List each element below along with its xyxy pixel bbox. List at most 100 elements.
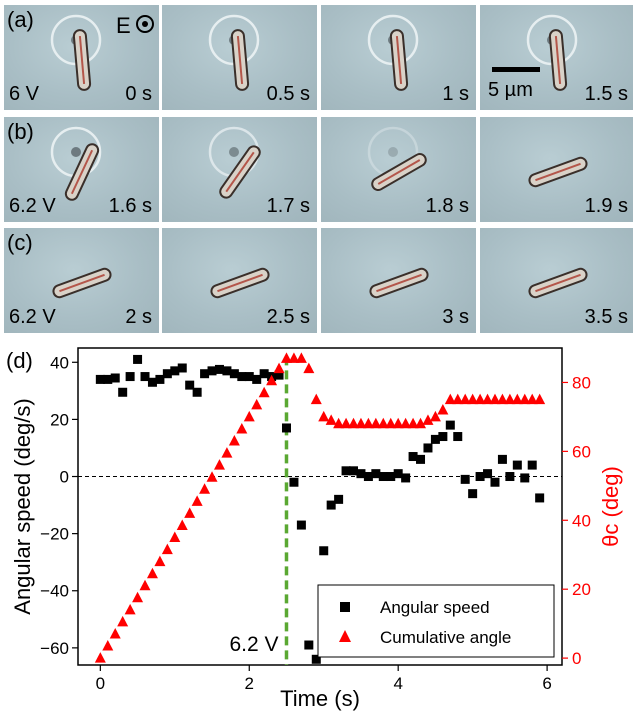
micrograph-tile: 2 s (c) 6.2 V	[4, 228, 159, 333]
angular-speed-point	[214, 364, 224, 374]
angular-speed-point	[200, 369, 210, 379]
cumulative-angle-point	[519, 393, 531, 405]
angular-speed-point	[505, 472, 515, 482]
angular-speed-point	[162, 369, 172, 379]
cumulative-angle-point	[348, 417, 360, 429]
angular-speed-point	[512, 460, 522, 470]
angular-speed-point	[311, 654, 321, 664]
angular-speed-point	[207, 366, 217, 376]
time-label: 1 s	[442, 83, 469, 105]
time-label: 1.7 s	[266, 195, 310, 217]
time-label: 3.5 s	[584, 306, 628, 328]
cumulative-angle-point	[467, 393, 479, 405]
angular-speed-point	[147, 377, 157, 387]
particle-image	[528, 156, 588, 188]
cumulative-angle-point	[377, 417, 389, 429]
angular-speed-point	[244, 372, 254, 382]
y-left-tick-label: 0	[60, 468, 69, 487]
panel-letter: (c)	[7, 230, 33, 255]
time-label: 2.5 s	[266, 306, 310, 328]
cumulative-angle-point	[325, 414, 337, 425]
angular-speed-point	[393, 469, 403, 479]
rod-particle	[548, 29, 568, 91]
cumulative-angle-point	[444, 393, 456, 405]
angular-speed-point	[378, 472, 388, 482]
chart-svg: 6.2 V 0 2 4 6 −60 −40 −20 0 20 40 0 20 40 60 80 Time (s)…	[6, 347, 623, 711]
cumulative-angle-point	[139, 579, 151, 591]
cumulative-angle-point	[415, 417, 427, 429]
bead	[71, 147, 81, 157]
micrograph-tile: 1.9 s	[480, 117, 633, 222]
rod-particle	[230, 29, 250, 91]
micrograph-tile: 1.6 s (b) 6.2 V	[4, 117, 159, 222]
cumulative-angle-point	[243, 410, 255, 422]
particle-image	[528, 267, 588, 299]
angular-speed-point	[319, 546, 329, 556]
angular-speed-point	[192, 387, 202, 397]
angular-speed-point	[259, 369, 269, 379]
scale-bar-label: 5 µm	[488, 79, 533, 101]
angular-speed-point	[170, 366, 180, 376]
angular-speed-point	[334, 494, 344, 504]
angular-speed-point	[483, 469, 493, 479]
micrograph-tile: 1.5 s 5 µm	[480, 5, 633, 110]
angular-speed-point	[527, 460, 537, 470]
cumulative-angle-point	[228, 435, 240, 446]
legend-label: Angular speed	[380, 598, 490, 617]
time-label: 0 s	[125, 83, 152, 105]
y-left-tick-label: 40	[50, 353, 69, 372]
cumulative-angle-point	[176, 519, 188, 530]
angular-speed-point	[155, 374, 165, 384]
y-right-tick-label: 80	[572, 373, 591, 392]
angular-speed-point	[438, 432, 448, 442]
time-label: 1.5 s	[584, 83, 628, 105]
angular-speed-point	[177, 363, 187, 373]
angular-speed-point	[497, 454, 507, 464]
angular-speed-point	[453, 432, 463, 442]
angular-speed-point	[408, 452, 418, 462]
rod-particle	[64, 143, 100, 201]
angular-speed-point	[520, 473, 530, 483]
cumulative-angle-point	[132, 591, 144, 603]
angular-speed-point	[133, 354, 143, 364]
angular-speed-point	[304, 640, 314, 650]
rod-particle	[389, 29, 409, 91]
angular-speed-point	[430, 434, 440, 444]
y-right-axis-label: θc (deg)	[598, 466, 623, 547]
cumulative-angle-point	[94, 652, 106, 663]
angular-speed-point	[490, 477, 500, 487]
voltage-label: 6.2 V	[9, 195, 56, 217]
cumulative-angle-point	[385, 417, 397, 429]
cumulative-angle-point	[288, 352, 300, 363]
angular-speed-point	[118, 387, 128, 397]
x-tick-label: 6	[542, 674, 551, 693]
particle-image	[52, 267, 112, 299]
cumulative-angle-point	[407, 417, 419, 429]
micrograph-tile: 0.5 s	[162, 5, 317, 110]
cumulative-angle-point	[437, 404, 449, 415]
cumulative-angle-point	[504, 393, 516, 405]
y-right-tick-label: 40	[572, 511, 591, 530]
voltage-label: 6.2 V	[9, 306, 56, 328]
angular-speed-point	[95, 374, 105, 384]
micrograph-tile: 1.7 s	[162, 117, 317, 222]
field-out-of-plane-icon	[136, 15, 154, 33]
y-left-tick-label: −40	[40, 582, 69, 601]
cumulative-angle-point	[333, 417, 345, 429]
x-tick-label: 4	[393, 674, 402, 693]
particle-image	[208, 14, 260, 91]
cumulative-angle-point	[459, 393, 471, 405]
cumulative-angle-point	[258, 386, 270, 398]
rod-particle	[369, 267, 429, 299]
legend-marker-triangle	[339, 630, 351, 642]
panel-letter: (b)	[7, 119, 34, 144]
particle-image	[208, 126, 261, 199]
time-label: 1.8 s	[425, 195, 469, 217]
cumulative-angle-point	[236, 422, 248, 434]
particle-image	[526, 14, 578, 91]
angular-speed-point	[371, 469, 381, 479]
cumulative-angle-point	[489, 393, 501, 405]
micrograph-tile: 3 s	[321, 228, 476, 333]
cumulative-angle-point	[295, 352, 307, 363]
rod-particle	[219, 145, 261, 199]
